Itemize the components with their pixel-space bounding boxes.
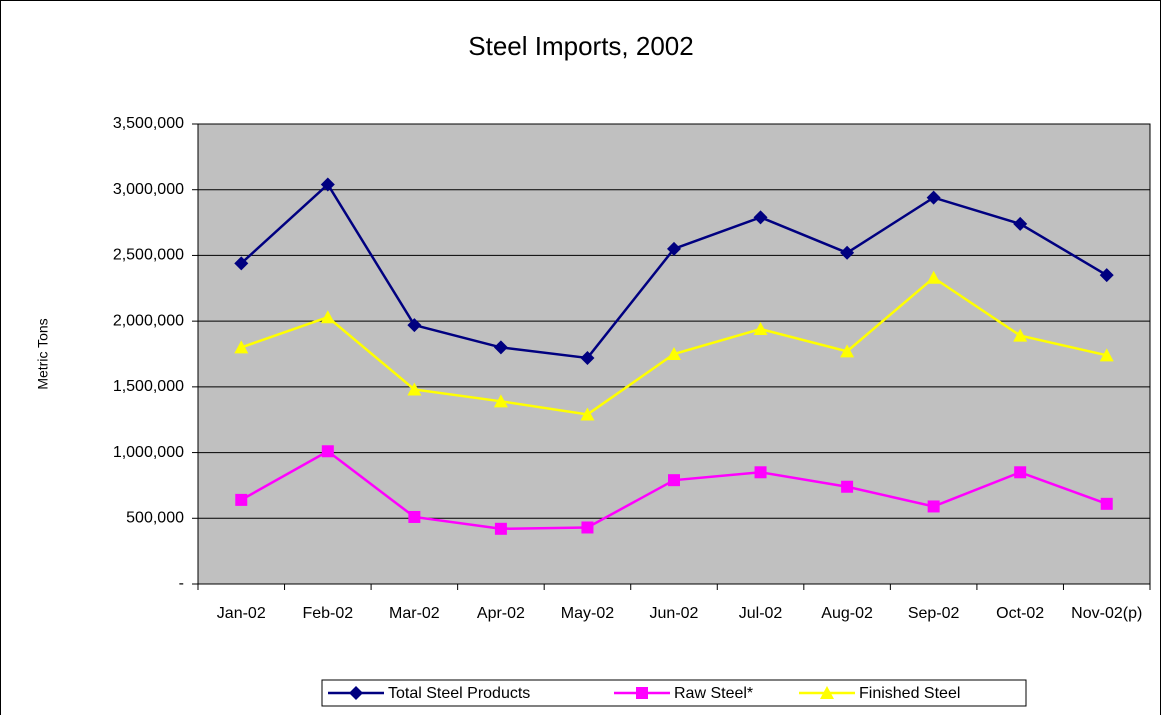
marker — [1099, 268, 1114, 283]
marker — [1014, 466, 1027, 479]
marker — [1013, 328, 1028, 342]
marker — [1013, 216, 1028, 231]
x-tick-label: Oct-02 — [996, 605, 1044, 622]
marker — [581, 521, 594, 534]
marker — [349, 686, 363, 700]
x-tick-label: Feb-02 — [302, 605, 353, 622]
x-tick-label: Jan-02 — [217, 605, 266, 622]
marker — [1100, 497, 1113, 510]
y-tick-label: 3,000,000 — [113, 181, 184, 198]
chart-title: Steel Imports, 2002 — [468, 31, 693, 61]
y-tick-label: 2,500,000 — [113, 247, 184, 264]
marker — [580, 350, 595, 365]
marker — [407, 382, 422, 396]
marker — [753, 210, 768, 225]
marker — [234, 340, 249, 354]
marker — [667, 347, 681, 360]
x-tick-label: May-02 — [561, 605, 614, 622]
marker — [493, 394, 508, 408]
marker — [926, 270, 941, 284]
y-tick-label: 3,500,000 — [113, 115, 184, 132]
marker — [408, 510, 421, 523]
marker — [235, 493, 248, 506]
y-tick-label: - — [179, 575, 184, 592]
marker — [234, 256, 249, 271]
marker — [840, 245, 855, 260]
marker — [820, 686, 834, 699]
marker — [1099, 348, 1114, 362]
x-tick-label: Jul-02 — [739, 605, 783, 622]
x-tick-label: Mar-02 — [389, 605, 440, 622]
marker — [320, 177, 335, 192]
marker — [580, 407, 595, 421]
y-axis-label: Metric Tons — [35, 318, 51, 389]
x-tick-label: Aug-02 — [821, 605, 873, 622]
x-tick-label: Nov-02(p) — [1071, 605, 1142, 622]
marker — [668, 474, 680, 487]
legend-box — [321, 679, 1027, 707]
marker — [754, 466, 767, 479]
x-tick-label: Jun-02 — [650, 605, 699, 622]
marker — [320, 310, 335, 324]
y-tick-label: 2,000,000 — [113, 312, 184, 329]
marker — [321, 445, 334, 458]
marker — [927, 500, 940, 513]
marker — [753, 322, 768, 336]
marker — [494, 522, 507, 535]
legend-label: Finished Steel — [859, 685, 960, 702]
x-tick-label: Sep-02 — [908, 605, 960, 622]
legend-label: Total Steel Products — [388, 685, 530, 702]
marker — [926, 190, 941, 205]
marker — [407, 318, 422, 333]
y-tick-label: 1,500,000 — [113, 378, 184, 395]
marker — [667, 241, 681, 256]
y-tick-label: 500,000 — [126, 510, 184, 527]
marker — [840, 344, 855, 358]
marker — [493, 340, 508, 355]
marker — [636, 687, 648, 699]
y-tick-label: 1,000,000 — [113, 444, 184, 461]
x-tick-label: Apr-02 — [477, 605, 525, 622]
legend-label: Raw Steel* — [674, 685, 753, 702]
marker — [841, 480, 854, 493]
